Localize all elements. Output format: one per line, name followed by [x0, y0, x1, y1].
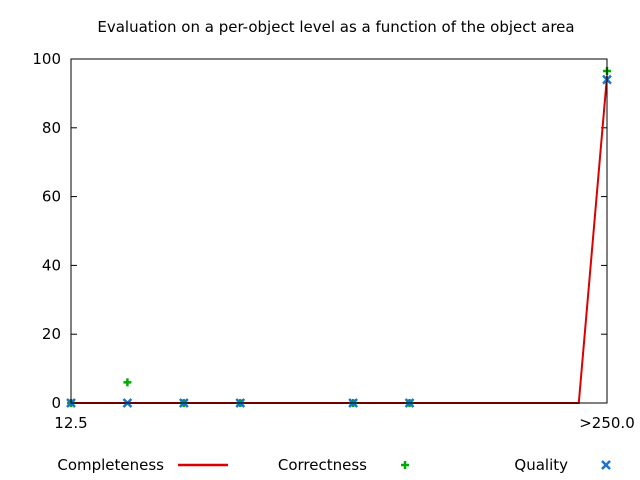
plot-frame: [70, 58, 608, 404]
legend-label-completeness: Completeness: [57, 456, 164, 474]
x-tick-label: 12.5: [54, 414, 87, 432]
legend-label-correctness: Correctness: [278, 456, 367, 474]
chart-title: Evaluation on a per-object level as a fu…: [97, 18, 574, 36]
x-tick-label: >250.0: [579, 414, 635, 432]
legend-label-quality: Quality: [514, 456, 568, 474]
legend-swatch-correctness: [401, 461, 409, 469]
y-tick-label: 40: [42, 256, 61, 274]
y-tick-label: 0: [51, 394, 61, 412]
y-tick-label: 100: [32, 50, 61, 68]
legend-swatch-quality: [601, 460, 611, 470]
y-tick-label: 80: [42, 119, 61, 137]
series-line-completeness: [71, 76, 608, 404]
y-tick-label: 60: [42, 188, 61, 206]
y-tick-label: 20: [42, 325, 61, 343]
point-correctness: [123, 378, 132, 387]
